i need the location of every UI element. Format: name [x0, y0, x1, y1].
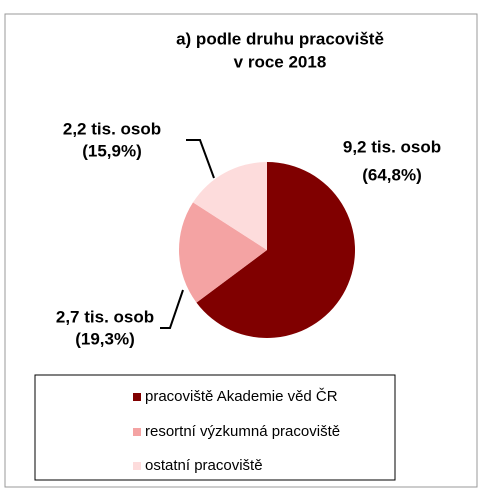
pie-slice: [192, 162, 267, 250]
legend-label: ostatní pracoviště: [145, 457, 263, 474]
data-label: (15,9%): [82, 141, 142, 160]
data-label: (19,3%): [75, 329, 135, 348]
legend-label: resortní výzkumná pracoviště: [145, 423, 340, 440]
data-label: 2,7 tis. osob: [56, 307, 154, 326]
chart-title: a) podle druhu pracoviště: [176, 29, 384, 48]
pie-slice: [196, 162, 355, 338]
leader-line: [186, 139, 215, 179]
legend-box: [34, 374, 396, 481]
legend-swatch: [133, 393, 141, 401]
legend-swatch: [133, 462, 141, 470]
legend-swatch: [133, 428, 141, 436]
data-label: 2,2 tis. osob: [63, 119, 161, 138]
legend-label: pracoviště Akademie věd ČR: [145, 388, 338, 405]
chart-subtitle: v roce 2018: [234, 52, 327, 71]
leader-line: [160, 289, 184, 329]
data-label: 9,2 tis. osob: [343, 137, 441, 156]
data-label: (64,8%): [362, 165, 422, 184]
pie-slice: [179, 202, 267, 303]
